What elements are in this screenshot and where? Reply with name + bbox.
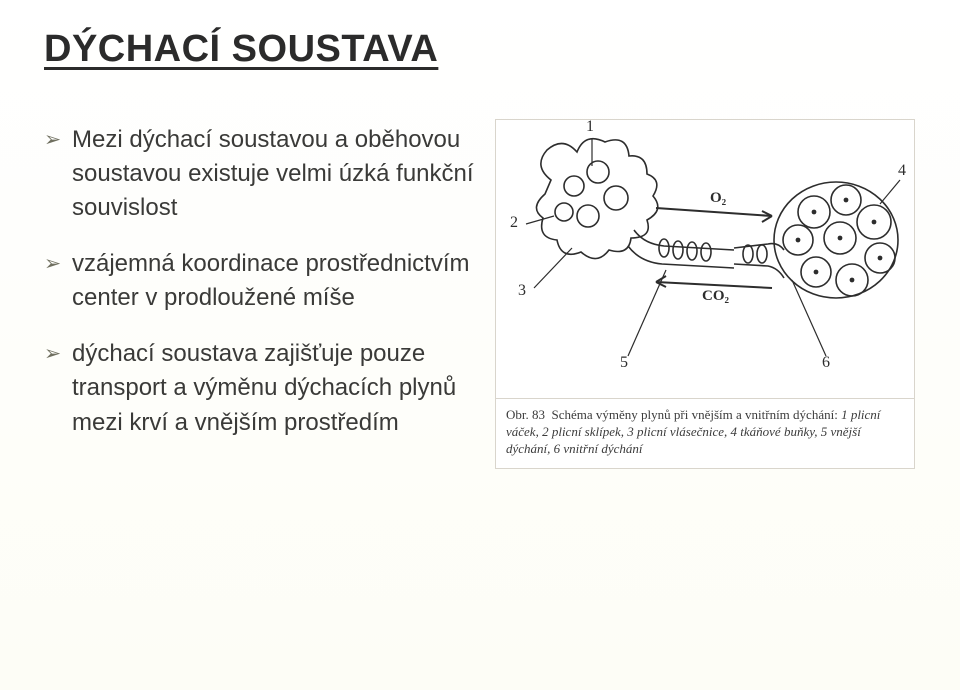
diagram-label-o2: O₂ <box>710 190 726 207</box>
diagram-label-1: 1 <box>586 118 594 136</box>
caption-body: Schéma výměny plynů při vnějším a vnitřn… <box>552 407 838 422</box>
diagram-svg <box>496 120 916 400</box>
bullet-list-container: Mezi dýchací soustavou a oběhovou sousta… <box>44 115 474 469</box>
figure: 1 2 3 4 5 6 O₂ CO₂ Obr. 83 Schéma výměny… <box>494 115 916 469</box>
figure-caption: Obr. 83 Schéma výměny plynů při vnějším … <box>495 399 915 469</box>
bullet-list: Mezi dýchací soustavou a oběhovou sousta… <box>44 123 474 440</box>
slide: DÝCHACÍ SOUSTAVA Mezi dýchací soustavou … <box>0 0 960 690</box>
bullet-item: Mezi dýchací soustavou a oběhovou sousta… <box>44 123 474 225</box>
diagram-label-2: 2 <box>510 214 518 232</box>
bullet-item: vzájemná koordinace prostřednictvím cent… <box>44 247 474 315</box>
diagram-label-co2: CO₂ <box>702 288 729 305</box>
gas-exchange-diagram: 1 2 3 4 5 6 O₂ CO₂ <box>495 119 915 399</box>
diagram-label-4: 4 <box>898 162 906 180</box>
content-row: Mezi dýchací soustavou a oběhovou sousta… <box>44 115 916 469</box>
page-title: DÝCHACÍ SOUSTAVA <box>44 28 916 71</box>
diagram-label-6: 6 <box>822 354 830 372</box>
diagram-label-5: 5 <box>620 354 628 372</box>
bullet-item: dýchací soustava zajišťuje pouze transpo… <box>44 337 474 439</box>
caption-prefix: Obr. 83 <box>506 407 545 422</box>
diagram-label-3: 3 <box>518 282 526 300</box>
